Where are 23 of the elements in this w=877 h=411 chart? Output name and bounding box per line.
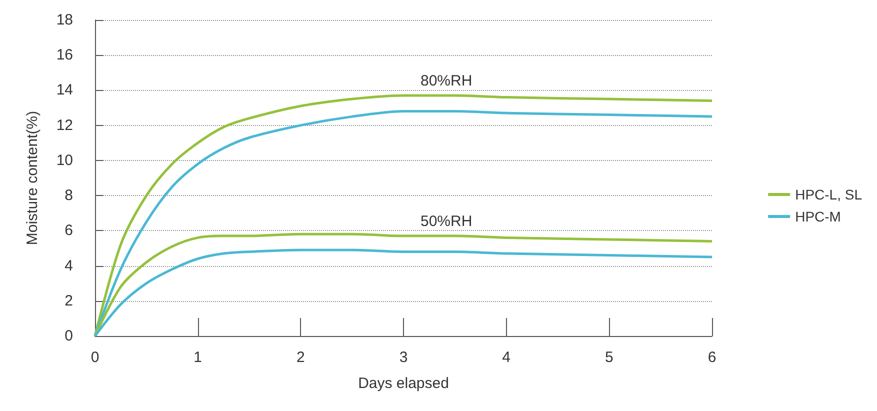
y-tick-label: 0: [64, 328, 73, 344]
x-tick-label: 3: [399, 349, 408, 366]
y-axis-title: Moisture content(%): [24, 110, 41, 246]
annotation: 50%RH: [420, 213, 472, 230]
legend-label: HPC-L, SL: [795, 186, 862, 202]
x-tick-label: 1: [194, 349, 202, 366]
x-tick-label: 2: [296, 349, 305, 366]
y-tick-label: 12: [56, 116, 73, 134]
x-tick-label: 4: [502, 349, 511, 366]
legend-label: HPC-M: [795, 208, 841, 224]
y-tick-label: 16: [56, 46, 73, 64]
y-tick-label: 4: [64, 257, 73, 274]
annotation: 80%RH: [420, 72, 472, 90]
x-tick-label: 5: [604, 349, 614, 366]
y-tick-label: 6: [64, 222, 73, 240]
x-tick-label: 6: [708, 349, 716, 366]
y-tick-label: 2: [64, 292, 73, 310]
y-tick-label: 14: [56, 82, 73, 99]
y-tick-label: 8: [64, 187, 73, 204]
y-tick-label: 10: [56, 152, 73, 169]
x-tick-label: 0: [90, 349, 100, 366]
y-tick-label: 18: [56, 12, 73, 28]
x-axis-title: Days elapsed: [358, 375, 449, 392]
